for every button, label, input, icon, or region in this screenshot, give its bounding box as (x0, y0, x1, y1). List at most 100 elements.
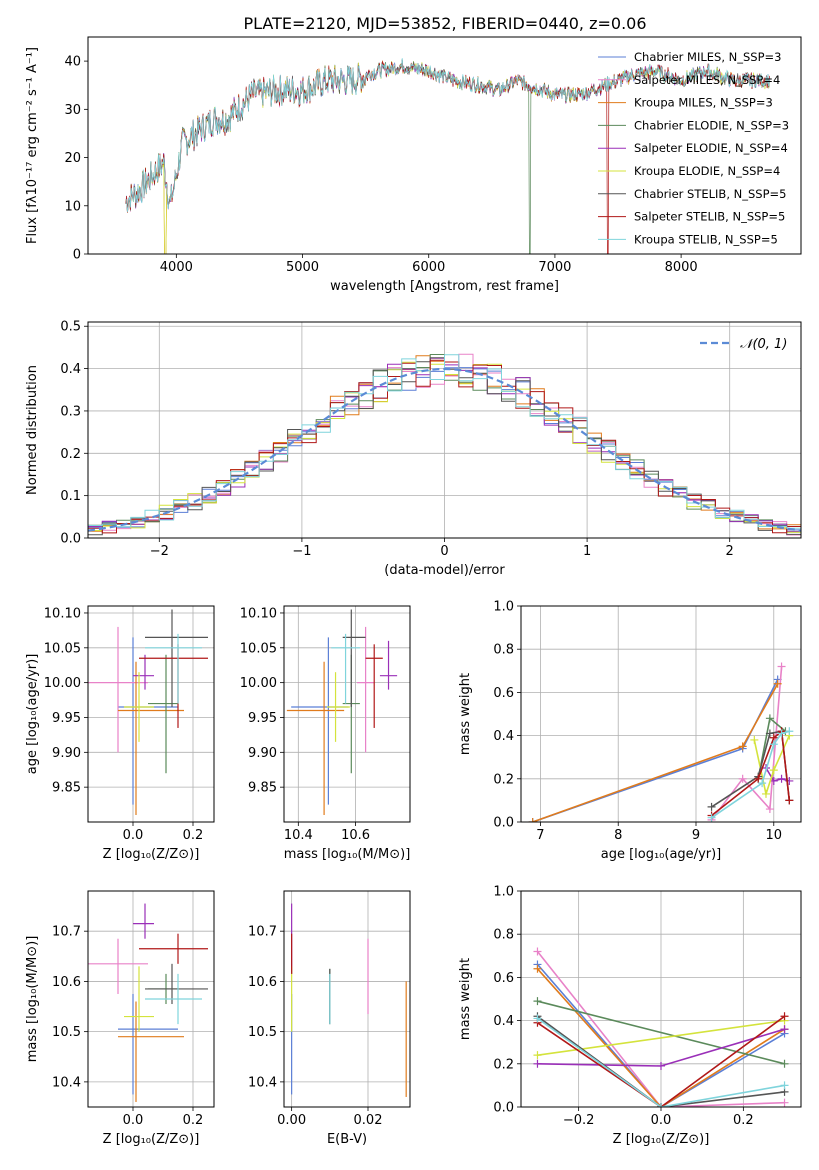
x-tick-label: 8 (614, 828, 622, 843)
plot-area (286, 609, 398, 816)
y-axis-label: mass weight (458, 673, 473, 755)
y-tick-label: 0.0 (493, 1101, 514, 1116)
y-tick-label: 0.0 (60, 532, 81, 547)
x-tick-label: 1 (583, 544, 591, 559)
data-point (533, 947, 542, 956)
y-tick-label: 0.8 (493, 643, 514, 658)
data-point (762, 789, 770, 798)
legend: Chabrier MILES, N_SSP=3 Salpeter MILES, N… (598, 50, 789, 246)
weight-line (532, 683, 779, 822)
weight-line (537, 1019, 785, 1056)
x-tick-label: 0.2 (733, 1113, 754, 1128)
x-tick-label: 0.2 (183, 828, 204, 843)
weight-line (537, 1017, 785, 1107)
y-tick-label: 10.4 (52, 1075, 81, 1090)
x-tick-label: 0.02 (354, 1113, 383, 1128)
data-point (780, 1012, 789, 1021)
plot-residuals: 𝒩(0, 1) −2 −1 0 1 2 0.0 0.1 0.2 0.3 0.4 0.5 (data-mo… (25, 320, 802, 578)
y-axis-label: mass weight (458, 958, 473, 1040)
x-axis-label: wavelength [Angstrom, rest frame] (330, 279, 559, 294)
spectrum-line (125, 58, 770, 213)
y-tick-label: 10.00 (240, 676, 277, 691)
x-tick-label: 10.6 (341, 828, 370, 843)
data-point (528, 818, 537, 822)
x-axis-label: Z [log₁₀(Z/Z⊙)] (613, 1132, 710, 1147)
data-point (657, 1103, 665, 1107)
y-tick-label: 10.10 (44, 606, 81, 621)
x-axis-label: E(B-V) (327, 1132, 367, 1147)
y-tick-label: 40 (64, 55, 81, 70)
y-tick-label: 10 (64, 199, 81, 214)
y-tick-label: 10.10 (240, 606, 277, 621)
plot-area (533, 947, 789, 1107)
plot-area (528, 662, 794, 822)
histogram-step (88, 354, 801, 529)
x-tick-label: −2 (150, 544, 169, 559)
plot-age_vs_z: 0.0 0.2 9.85 9.90 9.95 10.00 10.05 10.10 Z [log₁… (25, 605, 215, 862)
legend-label: Kroupa ELODIE, N_SSP=4 (634, 164, 780, 178)
data-point (765, 729, 774, 738)
y-tick-label: 0.2 (493, 1057, 514, 1072)
data-point (769, 776, 778, 785)
y-tick-label: 0 (73, 248, 81, 263)
weight-line (532, 679, 779, 822)
x-tick-label: 0.0 (651, 1113, 672, 1128)
plot-area (88, 609, 208, 816)
x-axis-label: Z [log₁₀(Z/Z⊙)] (103, 847, 200, 862)
y-tick-label: 10.5 (248, 1025, 277, 1040)
axes-frame (87, 605, 215, 823)
weight-line (537, 1000, 785, 1065)
data-point (780, 1081, 789, 1090)
y-tick-label: 10.00 (44, 676, 81, 691)
x-tick-label: 0.0 (123, 828, 144, 843)
x-tick-label: 4000 (160, 260, 193, 275)
plot-area (88, 353, 801, 536)
weight-line (536, 951, 785, 1107)
legend-label: 𝒩(0, 1) (740, 337, 787, 352)
y-tick-label: 10.7 (52, 925, 81, 940)
data-point (769, 766, 778, 775)
weight-line (537, 1015, 785, 1107)
y-tick-label: 20 (64, 151, 81, 166)
y-tick-label: 10.6 (52, 975, 81, 990)
legend-label: Chabrier MILES, N_SSP=3 (634, 50, 781, 64)
data-point (785, 727, 794, 736)
data-point (738, 742, 747, 751)
y-axis-label: Normed distribution (25, 365, 40, 495)
y-tick-label: 1.0 (493, 600, 514, 615)
x-tick-label: 10.4 (284, 828, 313, 843)
x-axis-label: mass [log₁₀(M/M⊙)] (284, 847, 411, 862)
legend-label: Kroupa STELIB, N_SSP=5 (634, 232, 778, 246)
axes-frame (283, 890, 411, 1108)
x-tick-label: 0.2 (183, 1113, 204, 1128)
plot-area (88, 903, 208, 1102)
legend-label: Kroupa MILES, N_SSP=3 (634, 96, 773, 110)
axes-frame (87, 890, 215, 1108)
y-axis-label: Flux [fλ10⁻¹⁷ erg cm⁻² s⁻¹ A⁻¹] (25, 47, 40, 244)
data-point (777, 774, 786, 783)
legend-label: Salpeter ELODIE, N_SSP=4 (634, 141, 788, 155)
y-tick-label: 9.85 (248, 781, 277, 796)
x-tick-label: 7 (536, 828, 544, 843)
data-point (707, 802, 716, 811)
figure-title: PLATE=2120, MJD=53852, FIBERID=0440, z=0… (243, 14, 646, 33)
normal-reference-curve (88, 367, 801, 532)
weight-line (711, 730, 791, 808)
y-tick-label: 10.5 (52, 1025, 81, 1040)
x-axis-label: age [log₁₀(age/yr)] (601, 847, 722, 862)
plot-mass_weight_vs_z: −0.2 0.0 0.2 0.0 0.2 0.4 0.6 0.8 1.0 Z [log₁₀(Z/Z… (458, 885, 802, 1147)
x-tick-label: 8000 (665, 260, 698, 275)
y-tick-label: 0.3 (60, 404, 81, 419)
data-point (785, 796, 794, 805)
y-tick-label: 9.90 (52, 746, 81, 761)
x-tick-label: −0.2 (563, 1113, 595, 1128)
weight-line (537, 1015, 785, 1107)
x-tick-label: 10 (766, 828, 783, 843)
x-tick-label: 6000 (412, 260, 445, 275)
axes-frame (283, 605, 411, 823)
data-point (533, 1051, 542, 1060)
plot-area (125, 58, 770, 254)
y-tick-label: 0.8 (493, 928, 514, 943)
x-tick-label: 5000 (286, 260, 319, 275)
y-tick-label: 9.95 (248, 711, 277, 726)
